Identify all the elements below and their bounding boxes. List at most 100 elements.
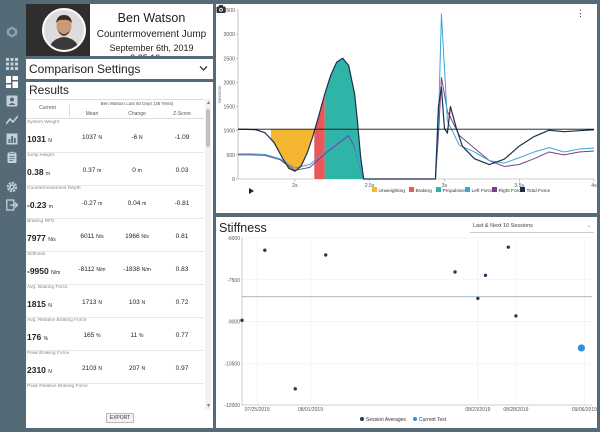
metric-current-value: 1815 bbox=[27, 299, 46, 309]
header-zscore: Z-Score bbox=[173, 111, 191, 117]
play-icon[interactable] bbox=[249, 188, 254, 194]
metric-current-unit: N bbox=[48, 369, 52, 375]
metric-row[interactable]: Stiffness -9950 N/m -8112 N/m -1838 N/m 0.83 bbox=[26, 252, 204, 285]
y-tick-label: 3500 bbox=[223, 8, 235, 14]
metric-current-unit: m bbox=[45, 171, 51, 177]
export-button[interactable]: EXPORT bbox=[106, 413, 134, 423]
avatar bbox=[42, 8, 86, 52]
metric-change-unit: m bbox=[142, 201, 147, 207]
metric-change-value: 0.04 bbox=[127, 200, 141, 207]
metric-row[interactable]: Avg. Braking Force 1815 N 1713 N 103 N 0.72 bbox=[26, 285, 204, 318]
legend-swatch bbox=[520, 187, 525, 192]
camera-icon[interactable] bbox=[216, 4, 226, 14]
left-nav-rail bbox=[0, 0, 24, 432]
metric-row[interactable]: Peak Braking Force 2310 N 2103 N 207 N 0.97 bbox=[26, 351, 204, 384]
session-range-select[interactable]: Last & Next 10 Sessions ⌄ bbox=[470, 221, 594, 233]
y-tick-label: -10500 bbox=[224, 361, 240, 367]
metric-change-unit: N bbox=[141, 300, 146, 306]
metric-zscore: 0.77 bbox=[175, 332, 189, 339]
force-time-chart[interactable]: 3500 3000 2500 2000 1500 1000 500 0 Newtons 2s 2.5… bbox=[216, 4, 597, 213]
person-card-icon[interactable] bbox=[5, 94, 19, 108]
athlete-name: Ben Watson bbox=[117, 11, 186, 25]
results-scrollbar[interactable]: ▲ ▼ bbox=[205, 99, 211, 410]
metric-mean-unit: % bbox=[96, 333, 101, 339]
y-tick-label: 1500 bbox=[223, 105, 235, 111]
results-table-body[interactable]: System Weight 1031 N 1037 N -6 N -1.09 Jump H… bbox=[26, 120, 204, 410]
dashboard-icon[interactable] bbox=[5, 75, 19, 89]
y-tick-label: 3000 bbox=[223, 32, 235, 38]
legend-swatch bbox=[409, 187, 414, 192]
metric-mean-value: 1037 bbox=[82, 134, 97, 141]
metric-change-unit: m bbox=[137, 168, 142, 174]
session-average-point[interactable] bbox=[506, 245, 511, 249]
metric-change: 207 N bbox=[115, 365, 159, 372]
header-comparison-group: Ben Watson Last 60 Days (36 Tests) bbox=[100, 101, 174, 106]
metric-current: -9950 N/m bbox=[27, 266, 70, 276]
metric-mean-unit: N bbox=[98, 300, 102, 306]
metric-zscore: -1.09 bbox=[174, 134, 190, 141]
legend-swatch bbox=[360, 417, 364, 421]
session-average-point[interactable] bbox=[263, 248, 267, 252]
x-tick-label: 2.5s bbox=[365, 183, 375, 189]
metric-zscore: 0.81 bbox=[175, 233, 189, 240]
scroll-down-icon[interactable]: ▼ bbox=[206, 403, 211, 409]
metric-change-value: 11 bbox=[130, 332, 138, 339]
trend-icon[interactable] bbox=[5, 113, 19, 127]
metric-change-unit: N/s bbox=[141, 234, 149, 240]
metric-mean-unit: N bbox=[98, 135, 102, 141]
comparison-settings-toggle[interactable]: Comparison Settings bbox=[26, 59, 213, 79]
metric-row[interactable]: Avg. Relative Braking Force 176 % 165 % 11 … bbox=[26, 318, 204, 351]
clipboard-icon[interactable] bbox=[5, 150, 19, 164]
scroll-up-icon[interactable]: ▲ bbox=[206, 100, 211, 106]
legend-label: Right Force bbox=[499, 188, 524, 194]
metric-current-value: -9950 bbox=[27, 266, 49, 276]
session-average-point[interactable] bbox=[293, 387, 297, 391]
metric-row[interactable]: Countermovement Depth -0.23 m -0.27 m 0.04 … bbox=[26, 186, 204, 219]
metric-current-unit: N/m bbox=[51, 270, 61, 276]
gear-icon[interactable] bbox=[5, 180, 19, 194]
chevron-down-icon[interactable] bbox=[199, 65, 208, 72]
session-average-point[interactable] bbox=[323, 253, 328, 257]
session-average-point[interactable] bbox=[476, 296, 480, 301]
stiffness-panel: -6000 -7500 -9000 -10500 -12000 07/25/2019 08/… bbox=[216, 217, 597, 428]
legend-swatch bbox=[465, 187, 470, 192]
metric-mean-unit: m bbox=[98, 201, 103, 207]
row-divider bbox=[26, 350, 204, 351]
x-tick-label: 3s bbox=[442, 183, 448, 189]
metric-label: Peak Braking Force bbox=[27, 351, 70, 356]
hexagon-logo-icon[interactable] bbox=[5, 25, 19, 39]
session-average-point[interactable] bbox=[453, 270, 457, 274]
metric-row[interactable]: Peak Relative Braking Force bbox=[26, 384, 204, 410]
row-divider bbox=[26, 185, 204, 186]
x-tick-label: 08/01/2019 bbox=[298, 407, 323, 413]
metric-mean-value: -0.27 bbox=[81, 200, 97, 207]
vertical-dots-icon[interactable]: ⋮ bbox=[576, 8, 585, 18]
scroll-thumb[interactable] bbox=[206, 109, 210, 147]
metric-change: 0.04 m bbox=[115, 200, 159, 207]
current-test-point[interactable] bbox=[577, 344, 585, 352]
metric-current-unit: N bbox=[48, 303, 52, 309]
metric-zscore: 0.83 bbox=[175, 266, 189, 273]
metric-mean-unit: m bbox=[97, 168, 102, 174]
session-average-point[interactable] bbox=[483, 273, 488, 277]
metric-row[interactable]: Braking RFD 7977 N/s 6011 N/s 1966 N/s 0.81 bbox=[26, 219, 204, 252]
metric-change-unit: N bbox=[138, 135, 143, 141]
metric-mean-value: 2103 bbox=[82, 365, 97, 372]
grid-icon[interactable] bbox=[5, 57, 19, 71]
stiffness-chart[interactable]: -6000 -7500 -9000 -10500 -12000 07/25/2019 08/… bbox=[216, 217, 597, 428]
results-table-header: Current Ben Watson Last 60 Days (36 Test… bbox=[26, 99, 204, 119]
session-average-point[interactable] bbox=[514, 314, 518, 318]
session-average-point[interactable] bbox=[240, 318, 244, 323]
bar-chart-icon[interactable] bbox=[5, 132, 19, 146]
metric-row[interactable]: System Weight 1031 N 1037 N -6 N -1.09 bbox=[26, 120, 204, 153]
logout-icon[interactable] bbox=[5, 198, 19, 212]
metric-label: Jump Height bbox=[27, 153, 54, 158]
row-divider bbox=[26, 152, 204, 153]
metric-current-value: 176 bbox=[27, 332, 42, 342]
chevron-down-icon[interactable]: ⌄ bbox=[586, 223, 591, 229]
test-date: September 6th, 2019 9:25:19am bbox=[109, 43, 194, 56]
y-tick-label: 0 bbox=[232, 177, 235, 183]
metric-current-unit: N/s bbox=[48, 237, 56, 243]
athlete-profile-card: Ben Watson Countermovement Jump Septembe… bbox=[26, 4, 213, 56]
